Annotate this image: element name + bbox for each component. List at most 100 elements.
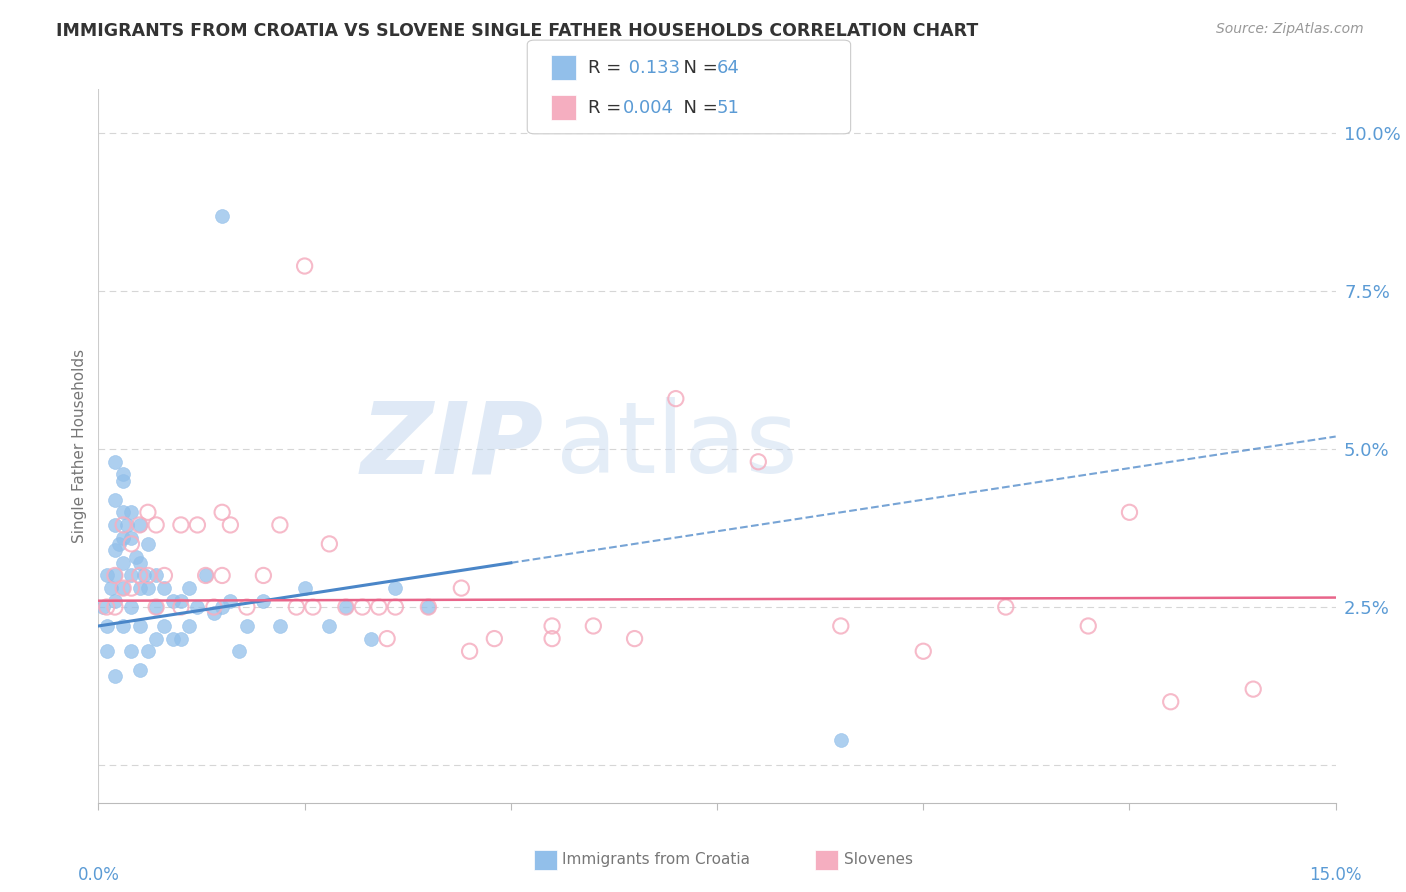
Y-axis label: Single Father Households: Single Father Households (72, 349, 87, 543)
Text: Source: ZipAtlas.com: Source: ZipAtlas.com (1216, 22, 1364, 37)
Point (179, 619, 201, 633)
Point (1077, 619, 1099, 633)
Point (112, 467, 135, 482)
Text: Immigrants from Croatia: Immigrants from Croatia (562, 853, 751, 867)
Point (124, 549, 146, 564)
Point (252, 593, 274, 607)
Point (100, 581, 122, 595)
Point (1160, 695, 1182, 709)
Point (252, 568, 274, 582)
Point (136, 581, 159, 595)
Text: 15.0%: 15.0% (1309, 866, 1362, 884)
Point (91, 600, 114, 615)
Point (1118, 505, 1140, 519)
Point (104, 517, 127, 532)
Point (202, 607, 225, 621)
Point (236, 600, 259, 615)
Point (186, 517, 208, 532)
Point (194, 568, 217, 582)
Point (219, 593, 242, 607)
Point (96, 600, 118, 615)
Point (96, 619, 118, 633)
Text: 0.004: 0.004 (623, 99, 673, 117)
Text: R =: R = (588, 59, 627, 77)
Point (112, 531, 135, 545)
Point (128, 517, 150, 532)
Point (179, 581, 201, 595)
Point (112, 505, 135, 519)
Point (418, 600, 440, 615)
Point (186, 600, 208, 615)
Text: 51: 51 (717, 99, 740, 117)
Point (96, 568, 118, 582)
Text: N =: N = (672, 99, 724, 117)
Point (120, 537, 142, 551)
Point (1241, 682, 1264, 697)
Point (145, 600, 167, 615)
Point (211, 600, 233, 615)
Point (747, 455, 769, 469)
Point (170, 593, 193, 607)
Point (384, 581, 406, 595)
Point (162, 632, 184, 646)
Point (128, 556, 150, 570)
Point (104, 593, 127, 607)
Point (194, 568, 217, 582)
Point (96, 644, 118, 658)
Point (302, 600, 325, 615)
Point (117, 517, 139, 532)
Point (120, 644, 142, 658)
Point (112, 619, 135, 633)
Point (318, 537, 340, 551)
Point (104, 543, 127, 558)
Text: N =: N = (672, 59, 724, 77)
Point (335, 600, 357, 615)
Point (112, 581, 135, 595)
Point (112, 517, 135, 532)
Point (582, 619, 605, 633)
Point (145, 568, 167, 582)
Point (912, 644, 935, 658)
Point (104, 455, 127, 469)
Point (170, 632, 193, 646)
Point (145, 600, 167, 615)
Point (318, 619, 340, 633)
Point (128, 581, 150, 595)
Point (112, 581, 135, 595)
Point (541, 619, 564, 633)
Point (132, 568, 155, 582)
Point (211, 209, 233, 223)
Point (120, 581, 142, 595)
Point (484, 632, 506, 646)
Point (665, 392, 688, 406)
Text: ZIP: ZIP (361, 398, 544, 494)
Point (145, 632, 167, 646)
Point (830, 732, 852, 747)
Point (120, 531, 142, 545)
Point (104, 568, 127, 582)
Point (112, 556, 135, 570)
Point (128, 619, 150, 633)
Text: IMMIGRANTS FROM CROATIA VS SLOVENE SINGLE FATHER HOUSEHOLDS CORRELATION CHART: IMMIGRANTS FROM CROATIA VS SLOVENE SINGL… (56, 22, 979, 40)
Point (541, 632, 564, 646)
Point (211, 505, 233, 519)
Point (236, 619, 259, 633)
Point (335, 600, 357, 615)
Text: Slovenes: Slovenes (844, 853, 912, 867)
Point (104, 600, 127, 615)
Point (418, 600, 440, 615)
Point (384, 600, 406, 615)
Point (352, 600, 374, 615)
Point (211, 568, 233, 582)
Point (128, 568, 150, 582)
Point (269, 517, 291, 532)
Point (458, 644, 481, 658)
Point (162, 593, 184, 607)
Point (153, 568, 176, 582)
Point (112, 474, 135, 488)
Point (623, 632, 645, 646)
Point (120, 505, 142, 519)
Point (104, 492, 127, 507)
Point (136, 537, 159, 551)
Text: R =: R = (588, 99, 627, 117)
